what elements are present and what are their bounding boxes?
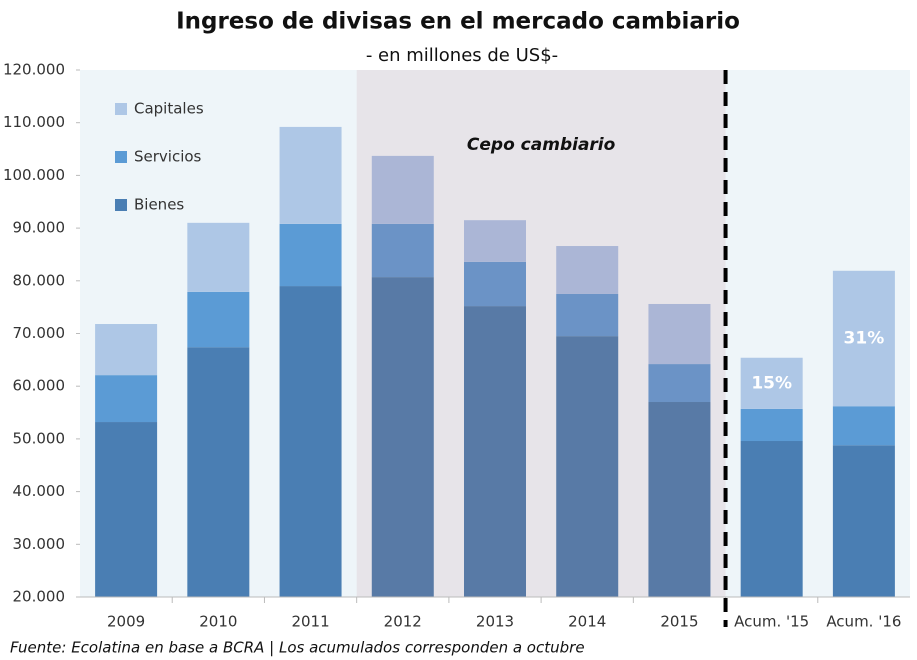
bar-segment xyxy=(464,306,526,597)
legend-swatch xyxy=(115,151,127,163)
x-tick-label: 2009 xyxy=(107,613,145,631)
y-tick-label: 70.000 xyxy=(13,324,66,342)
annotation: 15% xyxy=(751,373,792,393)
legend-swatch xyxy=(115,199,127,211)
source-note: Fuente: Ecolatina en base a BCRA | Los a… xyxy=(10,639,585,657)
legend-label: Servicios xyxy=(134,148,202,166)
y-tick-label: 90.000 xyxy=(13,219,66,237)
annotation: 31% xyxy=(844,329,885,349)
bar-segment xyxy=(740,408,803,442)
bar-segment xyxy=(279,223,342,287)
y-tick-label: 110.000 xyxy=(3,113,65,131)
highlight-label: Cepo cambiario xyxy=(467,135,616,155)
bar-segment xyxy=(832,445,895,597)
bar-segment xyxy=(187,347,250,597)
bar-segment xyxy=(279,126,342,224)
legend-label: Bienes xyxy=(134,196,184,214)
bar-segment xyxy=(371,223,434,278)
legend-label: Capitales xyxy=(134,100,204,118)
x-tick-label: 2015 xyxy=(660,613,698,631)
bar-segment xyxy=(648,402,711,597)
y-tick-label: 120.000 xyxy=(3,61,65,79)
x-tick-label: Acum. '15 xyxy=(734,613,809,631)
bar-segment xyxy=(95,324,158,376)
bar-segment xyxy=(371,155,434,224)
bar-segment xyxy=(95,375,158,423)
x-tick-label: 2014 xyxy=(568,613,606,631)
bar-segment xyxy=(556,336,619,597)
bar-segment xyxy=(187,291,250,348)
legend-swatch xyxy=(115,103,127,115)
bar-segment xyxy=(556,246,619,294)
x-tick-label: 2011 xyxy=(291,613,329,631)
bar-segment xyxy=(832,270,895,407)
bar-segment xyxy=(464,220,526,262)
y-tick-label: 60.000 xyxy=(13,377,66,395)
x-tick-label: Acum. '16 xyxy=(826,613,901,631)
x-tick-label: 2010 xyxy=(199,613,237,631)
x-tick-label: 2013 xyxy=(476,613,514,631)
bar-segment xyxy=(648,364,711,403)
chart-subtitle: - en millones de US$- xyxy=(366,45,558,66)
bar-segment xyxy=(832,406,895,446)
bar-segment xyxy=(187,222,250,292)
y-tick-label: 20.000 xyxy=(13,588,66,606)
bar-segment xyxy=(740,357,803,409)
bar-segment xyxy=(279,286,342,597)
y-tick-label: 100.000 xyxy=(3,166,65,184)
y-tick-label: 50.000 xyxy=(13,429,66,447)
bar-segment xyxy=(464,261,526,307)
bar-segment xyxy=(95,422,158,597)
x-tick-label: 2012 xyxy=(384,613,422,631)
chart-title: Ingreso de divisas en el mercado cambiar… xyxy=(176,9,740,35)
y-tick-label: 40.000 xyxy=(13,482,66,500)
bar-segment xyxy=(740,441,803,597)
bar-segment xyxy=(371,277,434,597)
y-tick-label: 30.000 xyxy=(13,535,66,553)
bar-segment xyxy=(556,293,619,337)
bar-segment xyxy=(648,303,711,365)
y-tick-label: 80.000 xyxy=(13,271,66,289)
